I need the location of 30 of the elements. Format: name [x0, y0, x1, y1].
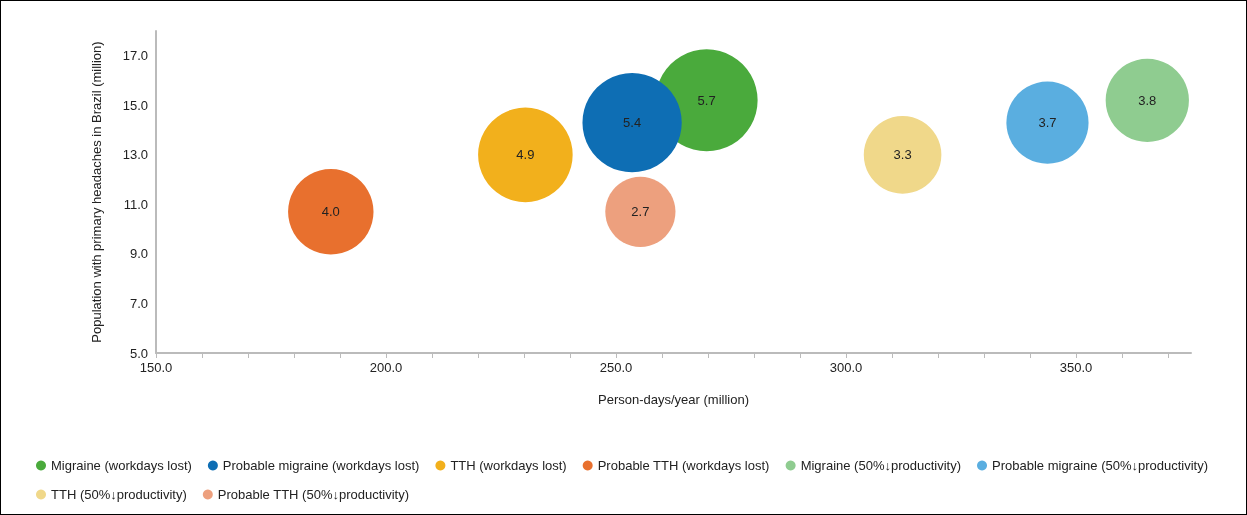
data-label: 3.8 — [1138, 92, 1157, 108]
legend-label: Probable migraine (50%↓productivity) — [992, 458, 1209, 473]
legend-label: Probable migraine (workdays lost) — [222, 458, 420, 473]
x-tick-label: 250.0 — [599, 360, 633, 375]
x-tick-label: 300.0 — [829, 360, 863, 375]
y-tick-label: 11.0 — [123, 196, 148, 212]
data-label: 5.4 — [623, 115, 642, 131]
data-label: 4.9 — [516, 147, 535, 163]
legend-label: TTH (workdays lost) — [450, 458, 567, 473]
y-axis-title: Population with primary headaches in Brazil (million) — [88, 41, 104, 343]
legend-label: Probable TTH (50%↓productivity) — [217, 487, 410, 502]
legend-label: Probable TTH (workdays lost) — [597, 458, 770, 473]
y-tick-label: 9.0 — [129, 246, 148, 262]
data-label: 4.0 — [321, 204, 340, 220]
legend-label: Migraine (50%↓productivity) — [800, 458, 962, 473]
data-label: 5.7 — [697, 92, 716, 108]
data-label: 2.7 — [631, 204, 650, 220]
legend-label: TTH (50%↓productivity) — [51, 487, 187, 502]
x-tick-label: 150.0 — [139, 360, 173, 375]
y-tick-label: 7.0 — [129, 295, 148, 311]
y-tick-label: 5.0 — [129, 345, 148, 361]
legend-label: Migraine (workdays lost) — [51, 458, 192, 473]
x-tick-label: 350.0 — [1059, 360, 1093, 375]
x-tick-label: 200.0 — [369, 360, 403, 375]
data-label: 3.7 — [1038, 115, 1057, 131]
y-tick-label: 17.0 — [122, 48, 148, 64]
y-tick-label: 13.0 — [122, 147, 148, 163]
y-tick-label: 15.0 — [122, 97, 148, 113]
data-label: 3.3 — [893, 147, 912, 163]
x-axis-title: Person-days/year (million) — [598, 392, 749, 407]
